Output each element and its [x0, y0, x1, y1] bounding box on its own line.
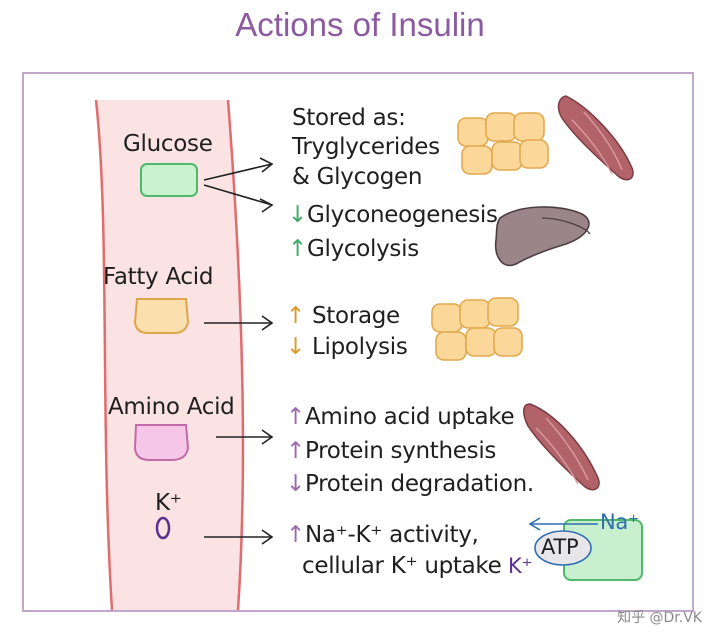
up-arrow-icon: ↑	[286, 404, 305, 430]
protein-synthesis-line: ↑Protein synthesis	[286, 440, 496, 463]
protein-synthesis-text: Protein synthesis	[304, 438, 497, 464]
na-arrow	[528, 517, 598, 531]
down-arrow-icon: ↓	[286, 471, 305, 497]
lipolysis-line: ↓ Lipolysis	[286, 336, 408, 359]
gluconeogenesis-text: Glyconeogenesis	[306, 202, 498, 228]
atp-ellipse	[534, 530, 592, 566]
muscle-icon-top	[557, 95, 634, 181]
potassium-ion	[155, 516, 171, 540]
fatty-acid-arrow	[204, 315, 274, 331]
gluconeogenesis-line: ↓Glyconeogenesis	[288, 204, 498, 227]
up-arrow-icon: ↑	[286, 303, 305, 329]
fatty-acid-box	[133, 298, 190, 334]
down-arrow-icon: ↓	[288, 202, 307, 228]
glycogen-text: & Glycogen	[292, 164, 423, 190]
watermark: 知乎 @Dr.VK	[617, 610, 702, 626]
up-arrow-icon: ↑	[286, 438, 305, 464]
muscle-icon-middle	[523, 403, 600, 491]
potassium-label: K⁺	[155, 490, 182, 516]
triglycerides-text: Tryglycerides	[292, 134, 440, 160]
cellular-k-uptake-text: cellular K⁺ uptake	[302, 553, 502, 579]
amino-acid-arrow	[216, 429, 274, 445]
na-k-activity-text: Na⁺-K⁺ activity,	[304, 522, 479, 548]
fat-cells-top	[457, 112, 549, 175]
liver-icon	[494, 206, 591, 267]
pump-atp-label: ATP	[541, 535, 579, 559]
na-k-activity-line: ↑Na⁺-K⁺ activity,	[286, 524, 479, 547]
storage-line: ↑ Storage	[286, 305, 400, 328]
amino-acid-box	[133, 424, 190, 461]
glycolysis-text: Glycolysis	[306, 236, 419, 262]
fat-cells-middle	[431, 297, 523, 361]
blood-vessel	[96, 100, 244, 610]
diagram-title: Actions of Insulin	[235, 6, 485, 43]
protein-degradation-line: ↓Protein degradation.	[286, 473, 534, 496]
glucose-arrow-liver	[203, 184, 274, 213]
glucose-box	[140, 163, 198, 197]
glucose-arrow-storage	[203, 157, 274, 181]
storage-text: Storage	[312, 303, 400, 329]
vessel-wall-right	[226, 99, 245, 611]
fatty-acid-label: Fatty Acid	[103, 264, 214, 290]
glucose-label: Glucose	[123, 131, 213, 157]
protein-degradation-text: Protein degradation.	[304, 471, 534, 497]
down-arrow-icon: ↓	[286, 334, 305, 360]
up-arrow-icon: ↑	[288, 236, 307, 262]
stored-as-text: Stored as:	[292, 105, 406, 131]
up-arrow-icon: ↑	[286, 522, 305, 548]
amino-acid-label: Amino Acid	[108, 394, 235, 420]
vessel-wall-left	[94, 99, 114, 611]
pump-na-label: Na⁺	[600, 510, 639, 534]
potassium-arrow	[204, 529, 274, 545]
glycolysis-line: ↑Glycolysis	[288, 238, 419, 261]
diagram-frame	[22, 72, 694, 612]
lipolysis-text: Lipolysis	[312, 334, 408, 360]
amino-uptake-text: Amino acid uptake	[304, 404, 515, 430]
amino-uptake-line: ↑Amino acid uptake	[286, 404, 515, 430]
pump-k-label: K⁺	[508, 554, 533, 578]
